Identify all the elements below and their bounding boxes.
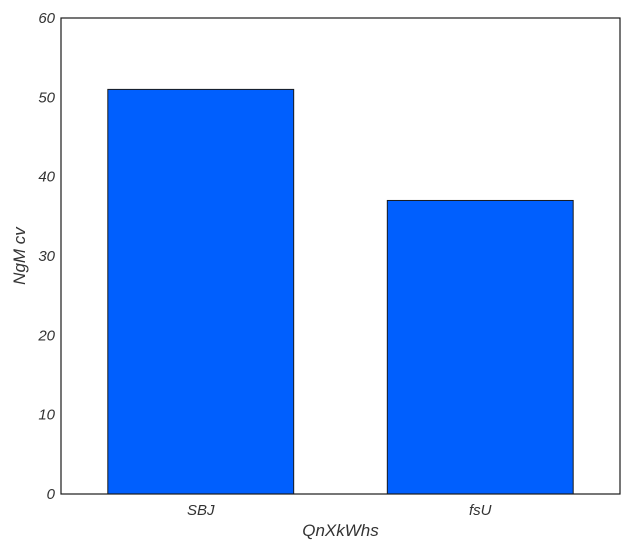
y-tick-label: 30 — [38, 248, 55, 265]
y-tick-label: 20 — [37, 327, 55, 344]
y-tick-label: 60 — [38, 10, 55, 27]
x-tick-label: SBJ — [187, 502, 215, 519]
bar-SBJ — [107, 88, 295, 495]
x-axis-ticks: SBJ fsU — [187, 502, 492, 519]
y-tick-label: 50 — [38, 89, 55, 106]
x-axis-label: QnXkWhs — [302, 521, 379, 540]
plot-frame — [60, 17, 621, 495]
y-axis-ticks: 0 10 20 30 40 50 60 — [37, 10, 55, 503]
y-tick-label: 0 — [47, 486, 56, 503]
y-tick-label: 40 — [38, 169, 55, 186]
bars-layer — [107, 88, 574, 495]
y-tick-label: 10 — [38, 407, 55, 424]
x-tick-label: fsU — [469, 502, 492, 519]
bar-fsU — [386, 199, 574, 495]
y-axis-label: NgM cv — [10, 226, 29, 285]
